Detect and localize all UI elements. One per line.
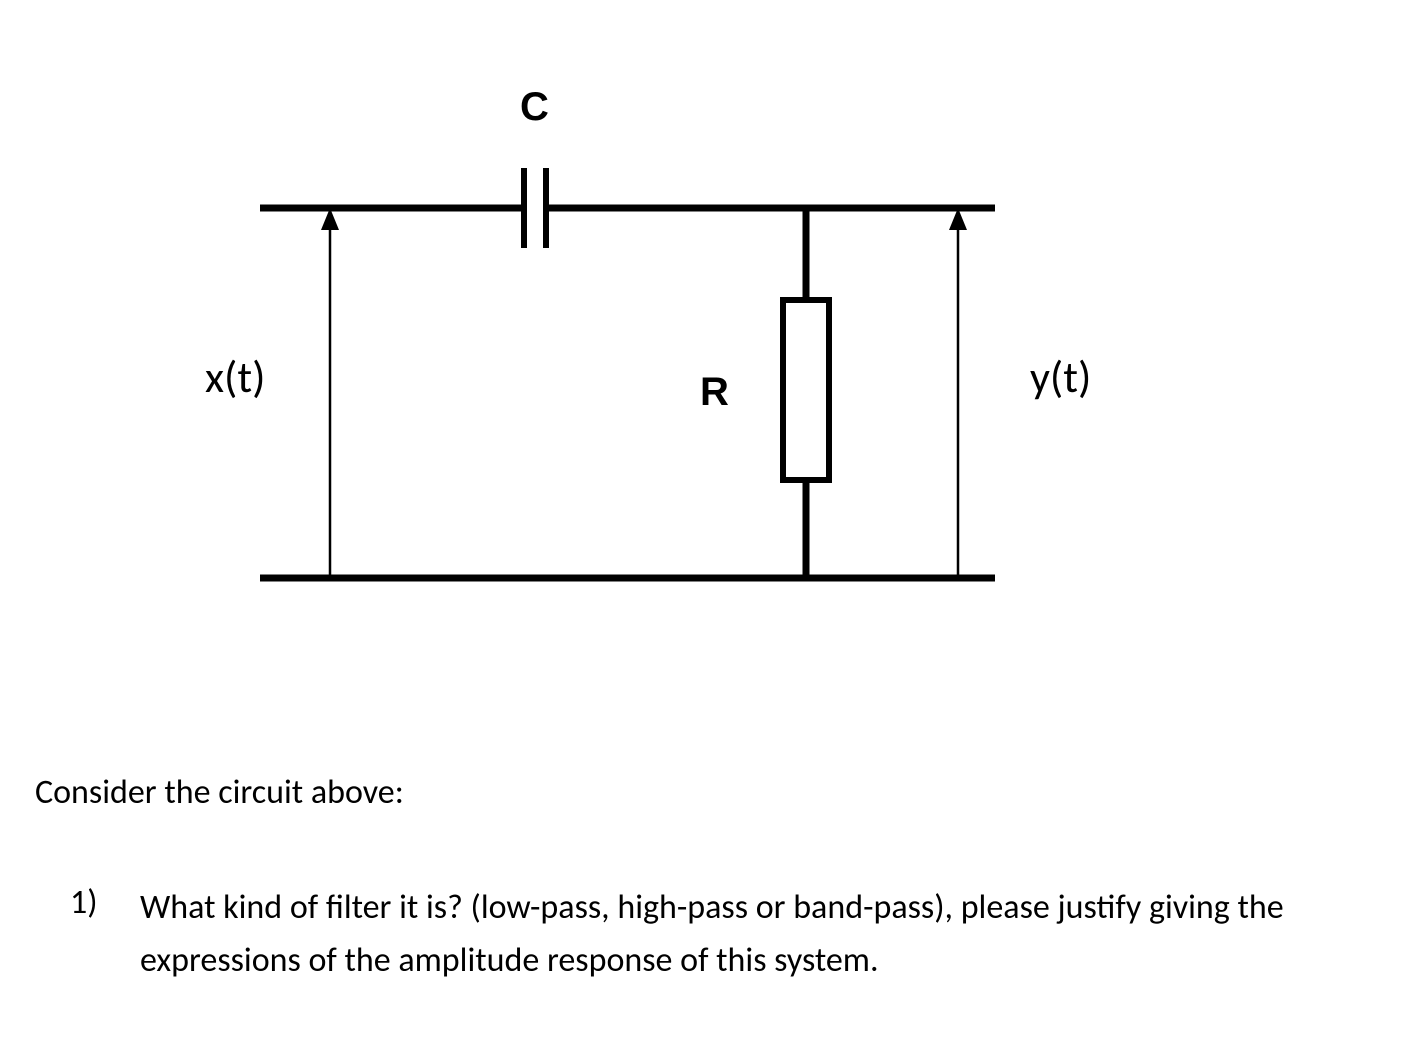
page: x(t) y(t) C R Consider the circuit above… [0, 0, 1415, 1061]
capacitor-label: C [520, 85, 550, 130]
question-1: 1) What kind of filter it is? (low-pass,… [70, 882, 1350, 987]
consider-text: Consider the circuit above: [35, 772, 404, 813]
circuit-diagram [190, 80, 1010, 600]
question-text: What kind of filter it is? (low-pass, hi… [140, 882, 1350, 987]
resistor-label: R [700, 370, 730, 415]
output-signal-label: y(t) [1030, 350, 1091, 404]
question-number: 1) [70, 882, 140, 923]
input-signal-label: x(t) [205, 350, 265, 404]
resistor-body [783, 300, 829, 480]
